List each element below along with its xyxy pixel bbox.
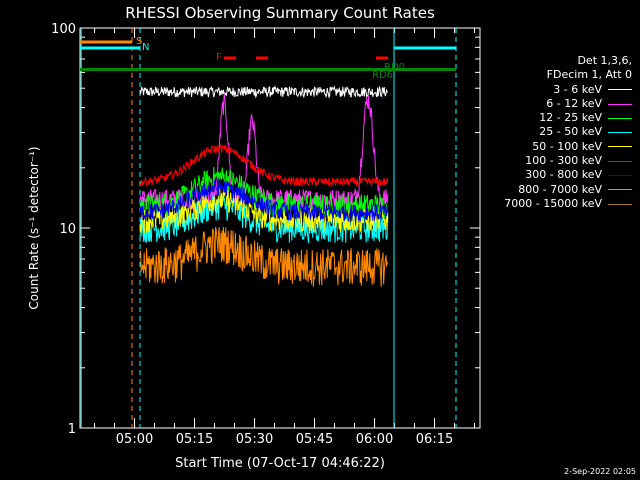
legend-swatch — [608, 103, 632, 105]
legend-item: 12 - 25 keV — [504, 111, 632, 125]
legend-item: 25 - 50 keV — [504, 125, 632, 139]
annotation-label: N — [142, 42, 149, 53]
x-tick-label: 06:15 — [416, 432, 453, 447]
legend-item: 6 - 12 keV — [504, 97, 632, 111]
legend-label: 100 - 300 keV — [525, 154, 602, 168]
series-line — [139, 143, 389, 188]
legend-swatch — [608, 117, 632, 119]
annotation-label: S — [136, 36, 142, 47]
legend-swatch — [608, 146, 632, 148]
legend-header-line-2: FDecim 1, Att 0 — [546, 68, 632, 82]
legend-label: 50 - 100 keV — [532, 139, 602, 153]
legend-label: 7000 - 15000 keV — [504, 196, 602, 210]
y-tick-label: 100 — [51, 22, 76, 37]
legend-header-line-1: Det 1,3,6, — [577, 54, 632, 67]
y-tick-label: 1 — [68, 422, 76, 437]
annotation-label: RD6 — [372, 70, 393, 81]
legend-item: 3 - 6 keV — [504, 83, 632, 97]
legend-item: 7000 - 15000 keV — [504, 197, 632, 211]
legend-label: 25 - 50 keV — [539, 125, 602, 139]
legend-label: 300 - 800 keV — [525, 168, 602, 182]
x-tick-label: 05:15 — [176, 432, 213, 447]
legend-swatch — [608, 132, 632, 134]
x-axis-label: Start Time (07-Oct-17 04:46:22) — [175, 456, 385, 471]
legend-label: 800 - 7000 keV — [518, 182, 602, 196]
legend-item: 800 - 7000 keV — [504, 183, 632, 197]
legend-swatch — [608, 203, 632, 205]
y-axis-label: Count Rate (s⁻¹ detector⁻¹) — [27, 146, 41, 309]
legend: Det 1,3,6, FDecim 1, Att 0 3 - 6 keV 6 - … — [504, 54, 632, 211]
series-line — [139, 226, 389, 287]
legend-label: 12 - 25 keV — [539, 111, 602, 125]
plot-area: 1 10 100 05:00 05:15 05:30 05:45 06:00 06:15 SN F R… — [51, 22, 481, 447]
x-tick-label: 06:00 — [356, 432, 393, 447]
y-tick-label: 10 — [59, 222, 76, 237]
legend-item: 300 - 800 keV — [504, 168, 632, 182]
x-tick-label: 05:45 — [296, 432, 333, 447]
legend-label: 6 - 12 keV — [546, 96, 602, 110]
x-tick-label: 05:30 — [236, 432, 273, 447]
annotation-label: F — [216, 52, 222, 63]
annotation-label: RD0 — [384, 62, 405, 73]
legend-swatch — [608, 160, 632, 162]
series-line — [139, 178, 389, 223]
series-line — [139, 84, 389, 99]
x-tick-label: 05:00 — [116, 432, 153, 447]
legend-label: 3 - 6 keV — [553, 82, 602, 96]
legend-item: 50 - 100 keV — [504, 140, 632, 154]
timestamp-footer: 2-Sep-2022 02:05 — [564, 467, 636, 476]
chart-title: RHESSI Observing Summary Count Rates — [125, 4, 435, 22]
legend-swatch — [608, 189, 632, 191]
legend-item: 100 - 300 keV — [504, 154, 632, 168]
legend-swatch — [608, 89, 632, 91]
legend-swatch — [608, 175, 632, 177]
